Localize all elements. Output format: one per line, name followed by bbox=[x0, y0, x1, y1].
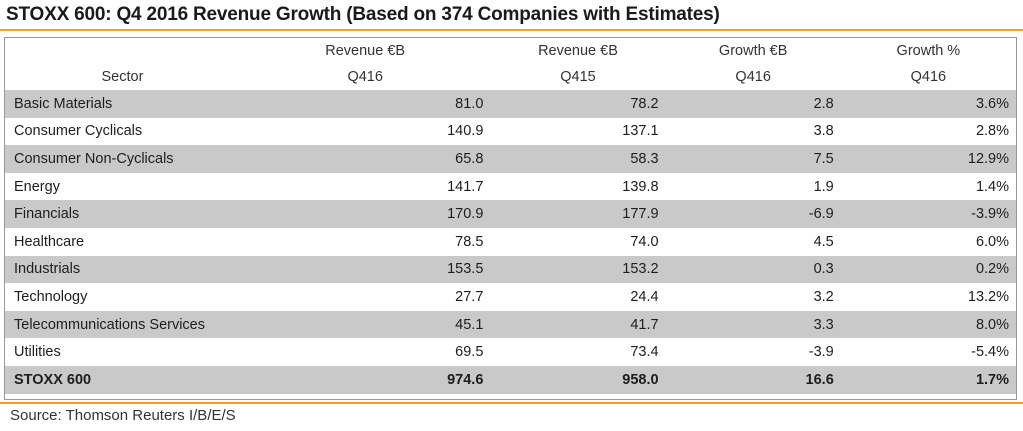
sector-cell: STOXX 600 bbox=[5, 365, 240, 394]
header-cell: Sector bbox=[101, 69, 144, 85]
table-header: Revenue €B Revenue €B Growth €B Growth %… bbox=[5, 38, 1016, 90]
revenue-q415-cell: 24.4 bbox=[630, 288, 659, 305]
revenue-q415-cell: 958.0 bbox=[490, 365, 666, 394]
table-row: Consumer Non-Cyclicals 65.8 58.3 7.5 12.… bbox=[5, 145, 1016, 173]
growth-pct-cell: 12.9% bbox=[840, 145, 1016, 173]
growth-pct-cell: -3.9% bbox=[840, 200, 1016, 228]
revenue-q416-cell: 27.7 bbox=[455, 288, 484, 305]
header-cell: Q415 bbox=[560, 69, 596, 85]
revenue-q416-cell: 78.5 bbox=[455, 233, 484, 250]
table-row: Telecommunications Services 45.1 41.7 3.… bbox=[5, 310, 1016, 339]
table-row: Technology 27.7 24.4 3.2 13.2% bbox=[5, 283, 1016, 311]
sector-cell: Utilities bbox=[14, 344, 61, 361]
growth-eb-cell: 3.3 bbox=[665, 310, 841, 339]
growth-pct-cell: 6.0% bbox=[975, 233, 1009, 250]
header-cell: Revenue €B bbox=[325, 43, 406, 59]
growth-eb-cell: 0.3 bbox=[665, 255, 841, 284]
growth-eb-cell: -3.9 bbox=[808, 344, 834, 361]
growth-eb-cell: -6.9 bbox=[665, 200, 841, 228]
revenue-q416-cell: 153.5 bbox=[239, 255, 491, 284]
top-accent-rule bbox=[0, 29, 1023, 31]
growth-eb-cell: 3.8 bbox=[813, 123, 834, 140]
table-body: Basic Materials 81.0 78.2 2.8 3.6% Consu… bbox=[5, 90, 1016, 394]
revenue-q415-cell: 74.0 bbox=[630, 233, 659, 250]
growth-eb-cell: 3.2 bbox=[813, 288, 834, 305]
revenue-q416-cell: 974.6 bbox=[239, 365, 491, 394]
table-row: Healthcare 78.5 74.0 4.5 6.0% bbox=[5, 228, 1016, 256]
header-cell bbox=[5, 38, 240, 64]
header-row-2: Sector Q416 Q415 Q416 Q416 bbox=[5, 64, 1016, 90]
header-row-1: Revenue €B Revenue €B Growth €B Growth % bbox=[5, 38, 1016, 64]
revenue-q415-cell: 73.4 bbox=[630, 344, 659, 361]
table-row: Energy 141.7 139.8 1.9 1.4% bbox=[5, 173, 1016, 201]
growth-eb-cell: 16.6 bbox=[665, 365, 841, 394]
revenue-q416-cell: 81.0 bbox=[239, 90, 491, 118]
sector-cell: Telecommunications Services bbox=[5, 310, 240, 339]
sector-cell: Consumer Cyclicals bbox=[14, 123, 143, 140]
page-title: STOXX 600: Q4 2016 Revenue Growth (Based… bbox=[6, 4, 720, 25]
revenue-q416-cell: 140.9 bbox=[447, 123, 484, 140]
growth-pct-cell: -5.4% bbox=[971, 344, 1009, 361]
header-cell: Q416 bbox=[347, 69, 383, 85]
revenue-q415-cell: 78.2 bbox=[490, 90, 666, 118]
growth-eb-cell: 7.5 bbox=[665, 145, 841, 173]
growth-eb-cell: 1.9 bbox=[813, 178, 834, 195]
revenue-q416-cell: 45.1 bbox=[239, 310, 491, 339]
revenue-q416-cell: 170.9 bbox=[239, 200, 491, 228]
total-row: STOXX 600 974.6 958.0 16.6 1.7% bbox=[5, 365, 1016, 394]
sector-cell: Consumer Non-Cyclicals bbox=[5, 145, 240, 173]
revenue-q415-cell: 41.7 bbox=[490, 310, 666, 339]
sector-cell: Energy bbox=[14, 178, 60, 195]
revenue-q416-cell: 69.5 bbox=[455, 344, 484, 361]
growth-pct-cell: 8.0% bbox=[840, 310, 1016, 339]
header-cell: Q416 bbox=[910, 69, 947, 85]
table-row: Basic Materials 81.0 78.2 2.8 3.6% bbox=[5, 90, 1016, 118]
growth-eb-cell: 4.5 bbox=[813, 233, 834, 250]
header-cell: Q416 bbox=[735, 69, 771, 85]
revenue-q415-cell: 153.2 bbox=[490, 255, 666, 284]
sector-cell: Financials bbox=[5, 200, 240, 228]
growth-pct-cell: 1.4% bbox=[975, 178, 1009, 195]
growth-pct-cell: 2.8% bbox=[975, 123, 1009, 140]
revenue-q415-cell: 58.3 bbox=[490, 145, 666, 173]
sector-cell: Basic Materials bbox=[5, 90, 240, 118]
revenue-growth-table: Revenue €B Revenue €B Growth €B Growth %… bbox=[5, 38, 1016, 394]
table-row: Financials 170.9 177.9 -6.9 -3.9% bbox=[5, 200, 1016, 228]
header-cell: Growth €B bbox=[718, 43, 788, 59]
bottom-accent-rule bbox=[0, 402, 1023, 404]
growth-eb-cell: 2.8 bbox=[665, 90, 841, 118]
sector-cell: Industrials bbox=[5, 255, 240, 284]
growth-pct-cell: 13.2% bbox=[967, 288, 1009, 305]
growth-pct-cell: 3.6% bbox=[840, 90, 1016, 118]
header-cell: Growth % bbox=[896, 43, 961, 59]
revenue-q415-cell: 177.9 bbox=[490, 200, 666, 228]
growth-pct-cell: 1.7% bbox=[840, 365, 1016, 394]
sector-cell: Technology bbox=[14, 288, 88, 305]
growth-pct-cell: 0.2% bbox=[840, 255, 1016, 284]
revenue-q415-cell: 137.1 bbox=[622, 123, 659, 140]
revenue-q416-cell: 141.7 bbox=[447, 178, 484, 195]
table-row: Utilities 69.5 73.4 -3.9 -5.4% bbox=[5, 338, 1016, 366]
table-row: Industrials 153.5 153.2 0.3 0.2% bbox=[5, 255, 1016, 284]
table-frame bbox=[4, 37, 1017, 400]
table-row: Consumer Cyclicals 140.9 137.1 3.8 2.8% bbox=[5, 118, 1016, 146]
header-cell: Revenue €B bbox=[538, 43, 618, 59]
revenue-q416-cell: 65.8 bbox=[239, 145, 491, 173]
source-note: Source: Thomson Reuters I/B/E/S bbox=[10, 407, 236, 424]
revenue-q415-cell: 139.8 bbox=[622, 178, 659, 195]
sector-cell: Healthcare bbox=[14, 233, 85, 250]
